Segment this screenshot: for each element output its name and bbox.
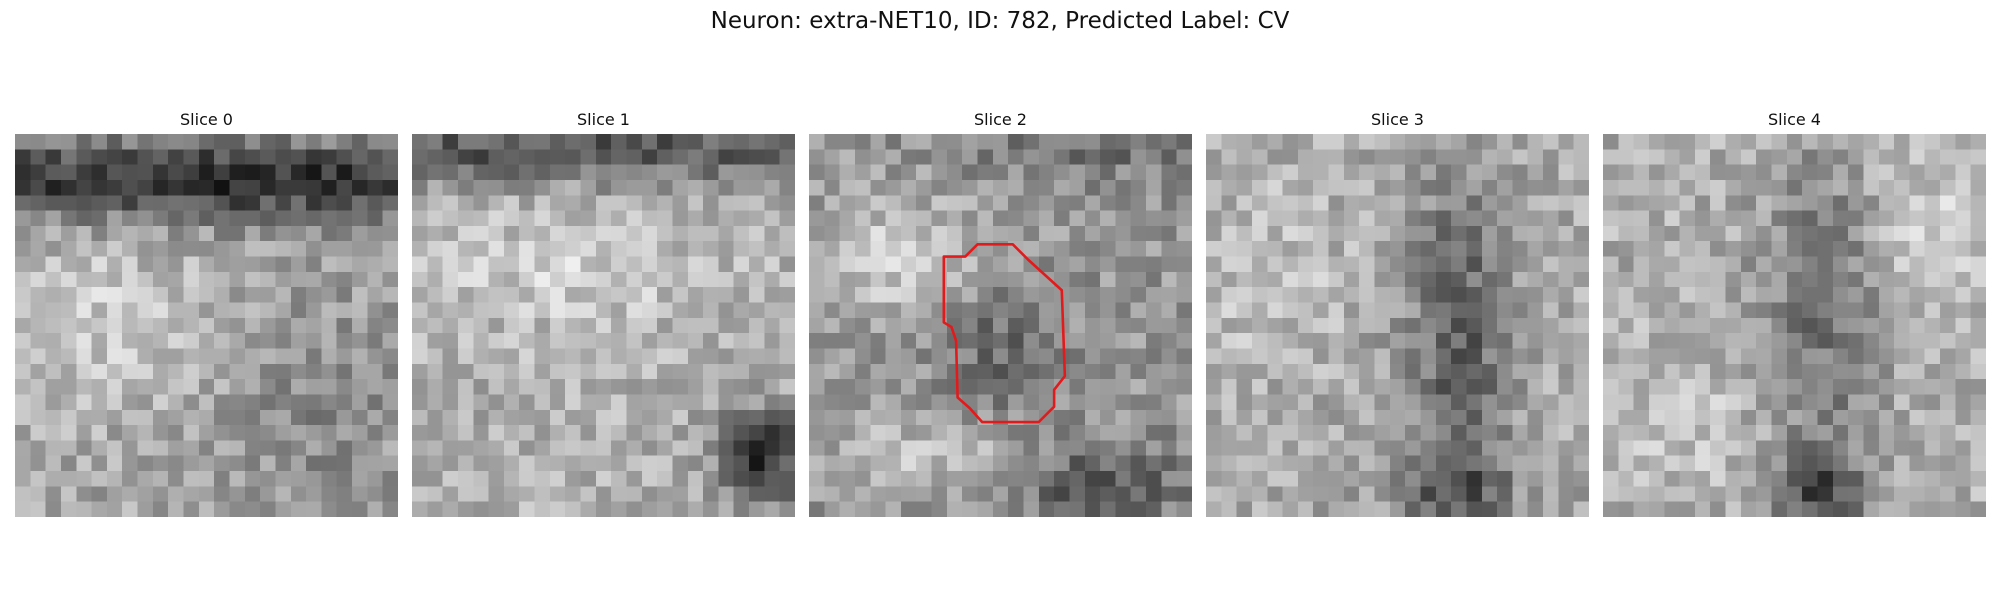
slice-title: Slice 1 xyxy=(577,110,630,129)
slice-title: Slice 4 xyxy=(1768,110,1821,129)
slice-panel-1: Slice 1 xyxy=(412,110,795,517)
slice-image xyxy=(1603,134,1986,517)
slice-image xyxy=(15,134,398,517)
slice-image xyxy=(412,134,795,517)
slice-title: Slice 0 xyxy=(180,110,233,129)
slice-panel-3: Slice 3 xyxy=(1206,110,1589,517)
slice-image xyxy=(1206,134,1589,517)
slice-panel-2: Slice 2 xyxy=(809,110,1192,517)
slice-title: Slice 3 xyxy=(1371,110,1424,129)
figure-title: Neuron: extra-NET10, ID: 782, Predicted … xyxy=(710,8,1290,34)
slice-panel-4: Slice 4 xyxy=(1603,110,1986,517)
roi-contour xyxy=(942,243,1067,424)
slice-title: Slice 2 xyxy=(974,110,1027,129)
slice-image xyxy=(809,134,1192,517)
slice-panel-0: Slice 0 xyxy=(15,110,398,517)
